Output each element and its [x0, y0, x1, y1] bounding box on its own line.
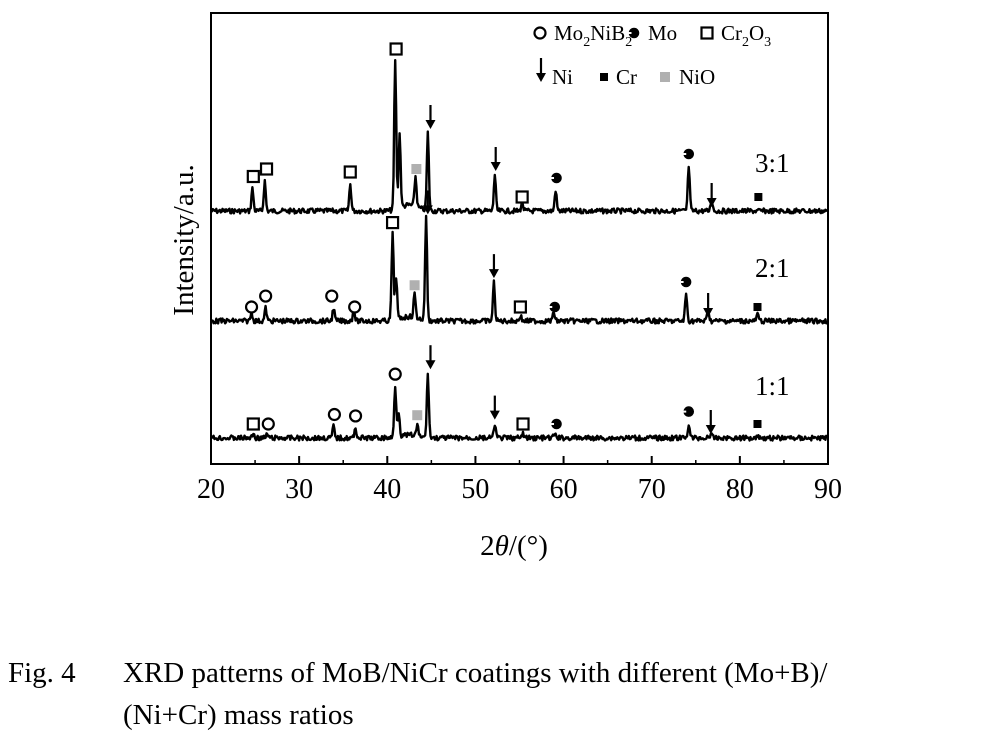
open-square-icon [343, 165, 357, 179]
x-tick-label: 30 [285, 474, 313, 505]
caption-text-1: XRD patterns of MoB/NiCr coatings with d… [123, 657, 828, 689]
caption-line-2: (Ni+Cr) mass ratios [123, 699, 354, 731]
legend-label-cr: Cr [616, 65, 637, 89]
open-square-icon [246, 417, 260, 431]
down-arrow-icon [706, 183, 717, 207]
caption-line-1: Fig. 4 XRD patterns of MoB/NiCr coatings … [8, 652, 827, 694]
filled-square-icon [754, 193, 763, 201]
x-tick-label: 60 [550, 474, 578, 505]
x-axis-title-suffix: /(°) [509, 530, 548, 562]
x-tick-label: 40 [373, 474, 401, 505]
down-arrow-icon [490, 147, 501, 171]
x-axis-ticks: 20 30 40 50 60 70 80 90 [197, 456, 842, 505]
open-square-icon [516, 417, 530, 431]
circle-icon [259, 289, 273, 303]
circle-icon [327, 407, 341, 422]
down-arrow-icon [488, 254, 499, 279]
open-square-icon [513, 300, 527, 314]
legend-label-ni: Ni [552, 65, 573, 89]
ratio-label-3-1: 3:1 [755, 148, 790, 178]
open-square-icon [515, 190, 529, 204]
legend-label-mo: Mo [648, 21, 677, 45]
x-axis-title: 2θ/(°) [480, 530, 548, 562]
half-filled-icon [549, 301, 561, 313]
down-arrow-icon [703, 293, 714, 317]
open-square-icon [246, 169, 260, 184]
xrd-chart: 20 30 40 50 60 70 80 90 3:1 2:1 1:1 Mo2NiB2 Mo Cr2O… [168, 12, 842, 562]
half-filled-icon [683, 148, 695, 160]
open-square-icon [259, 162, 274, 176]
trace-1-1 [210, 372, 828, 442]
trace-2-1 [210, 214, 828, 325]
filled-square-icon [600, 73, 608, 81]
ratio-label-2-1: 2:1 [755, 253, 790, 283]
x-axis-title-prefix: 2 [480, 530, 495, 562]
circle-icon [261, 417, 275, 431]
circle-icon [388, 367, 402, 381]
ratio-labels: 3:1 2:1 1:1 [755, 148, 790, 401]
half-filled-icon [683, 406, 695, 417]
circle-icon [533, 26, 547, 40]
down-arrow-icon [536, 58, 546, 82]
down-arrow-icon [425, 345, 436, 370]
traces [210, 59, 829, 442]
half-filled-icon [680, 276, 692, 288]
filled-square-icon [753, 303, 762, 311]
circle-icon [348, 409, 363, 423]
gray-square-icon [660, 72, 670, 82]
gray-square-icon [412, 410, 423, 421]
x-tick-label: 20 [197, 474, 225, 505]
filled-square-icon [753, 420, 762, 428]
x-tick-label: 90 [814, 474, 842, 505]
ratio-label-1-1: 1:1 [755, 371, 790, 401]
gray-square-icon [411, 164, 422, 174]
circle-icon [348, 300, 362, 314]
circle-icon [244, 300, 259, 314]
plot-area [210, 12, 829, 465]
open-square-icon [700, 26, 714, 40]
x-axis-title-symbol: θ [495, 530, 509, 562]
caption-label: Fig. 4 [8, 657, 76, 689]
down-arrow-icon [425, 105, 436, 129]
phase-markers [244, 42, 763, 434]
x-tick-label: 70 [638, 474, 666, 505]
trace-3-1 [210, 59, 829, 215]
down-arrow-icon [705, 410, 716, 434]
gray-square-icon [409, 280, 420, 291]
legend-label-cr2o3: Cr2O3 [721, 21, 771, 50]
down-arrow-icon [422, 190, 433, 215]
plot-frame [210, 12, 829, 465]
legend-label-mo2nib2: Mo2NiB2 [554, 21, 632, 50]
open-square-icon [389, 42, 403, 56]
half-filled-icon [551, 418, 562, 430]
x-tick-label: 50 [461, 474, 489, 505]
down-arrow-icon [489, 395, 500, 420]
legend: Mo2NiB2 Mo Cr2O3 Ni Cr NiO [533, 21, 771, 89]
circle-icon [325, 289, 339, 303]
y-axis-title: Intensity/a.u. [168, 164, 200, 315]
legend-label-nio: NiO [679, 65, 715, 89]
half-filled-icon [628, 27, 640, 39]
x-tick-label: 80 [726, 474, 754, 505]
half-filled-icon [551, 172, 562, 184]
open-square-icon [385, 216, 400, 230]
